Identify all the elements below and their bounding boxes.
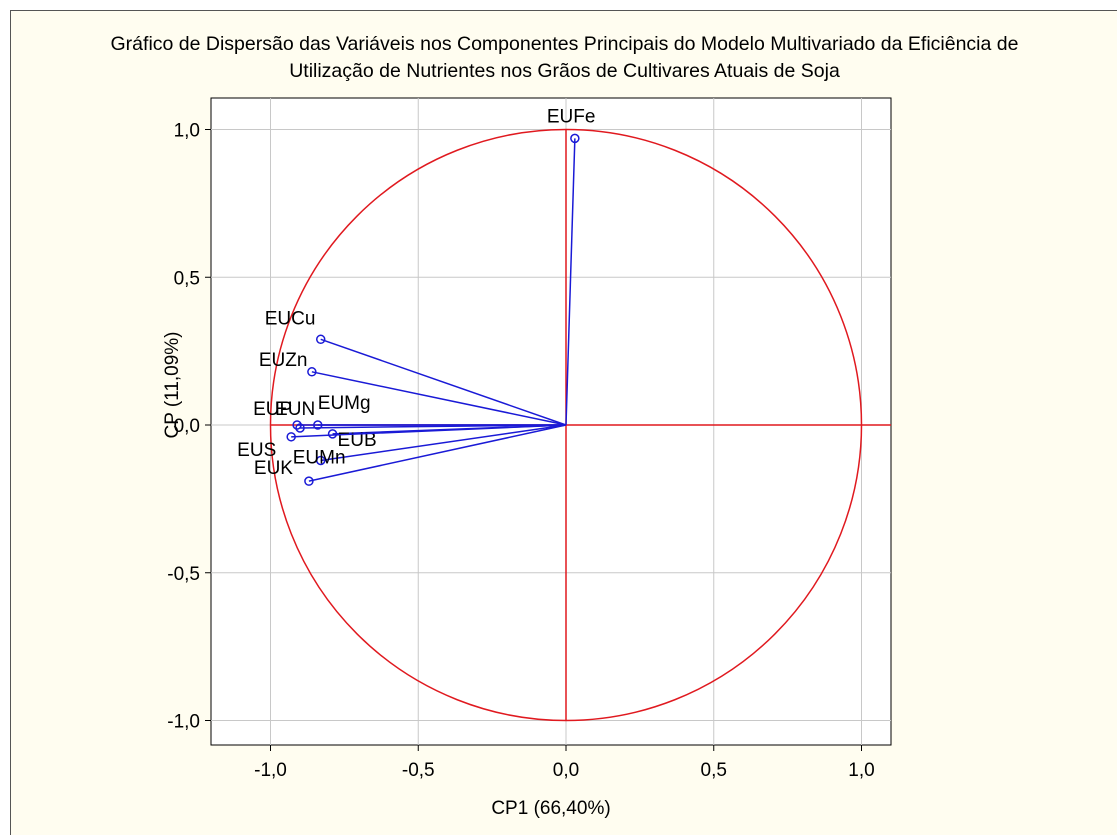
vector-euk	[308, 424, 567, 482]
vector-eufe	[565, 138, 576, 426]
x-tick-label: 1,0	[848, 760, 874, 781]
point-eup	[292, 420, 302, 430]
x-tick-label: -0,5	[402, 760, 435, 781]
label-eus: EUS	[237, 440, 276, 461]
y-tick-label: 0,0	[174, 416, 200, 437]
x-tick-label: 0,5	[701, 760, 727, 781]
label-eumg: EUMg	[318, 393, 371, 414]
y-axis-title: CP (11,09%)	[162, 331, 183, 438]
x-axis-title: CP1 (66,40%)	[491, 798, 610, 819]
label-euk: EUK	[254, 458, 293, 479]
point-eus	[286, 432, 296, 442]
chart-panel: Gráfico de Dispersão das Variáveis nos C…	[10, 10, 1117, 835]
x-tick-label: -1,0	[254, 760, 287, 781]
label-eufe: EUFe	[547, 106, 596, 127]
vector-eus	[291, 424, 567, 438]
label-eucu: EUCu	[265, 308, 316, 329]
point-euzn	[307, 367, 317, 377]
y-tick-label: -1,0	[167, 712, 200, 733]
vector-eucu	[320, 338, 567, 426]
y-tick-label: -0,5	[167, 564, 200, 585]
point-eun	[295, 423, 305, 433]
label-eup: EUP	[253, 399, 292, 420]
vector-eumn	[320, 424, 567, 462]
point-eucu	[315, 334, 326, 345]
chart-title-line-2: Utilização de Nutrientes nos Grãos de Cu…	[289, 60, 840, 82]
point-eumn	[315, 455, 326, 466]
tick-layer: -1,0 -0,5 0,0 0,5 1,0 1,0 0,5 0,0 -0,5 -1,0	[167, 121, 874, 782]
y-tick-label: 0,5	[174, 268, 200, 289]
label-euzn: EUZn	[259, 350, 308, 371]
vector-euzn	[311, 371, 567, 426]
label-eumn: EUMn	[293, 447, 346, 468]
chart-title-line-1: Gráfico de Dispersão das Variáveis nos C…	[110, 33, 1019, 55]
x-tick-label: 0,0	[553, 760, 579, 781]
point-eumg	[313, 420, 323, 430]
point-euk	[304, 476, 314, 486]
y-tick-label: 1,0	[174, 121, 200, 142]
label-eun: EUN	[275, 399, 315, 420]
point-eufe	[570, 133, 580, 144]
point-eub	[327, 429, 338, 439]
